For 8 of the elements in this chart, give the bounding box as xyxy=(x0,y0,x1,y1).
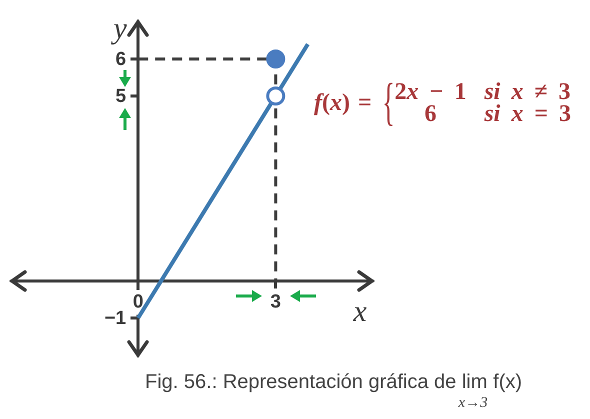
x-tick-label: 0 xyxy=(132,292,144,313)
x-tick-label: 3 xyxy=(270,292,281,313)
y-axis-title: y xyxy=(110,12,128,45)
y-tick-label: −1 xyxy=(104,308,127,330)
y-tick-label: 5 xyxy=(116,86,127,108)
text: f(x) = {2x − 1 si x ≠ 3 6 si x = 3 xyxy=(314,74,572,131)
x-axis-title: x xyxy=(352,294,368,328)
y-tick-label: 6 xyxy=(116,49,126,70)
